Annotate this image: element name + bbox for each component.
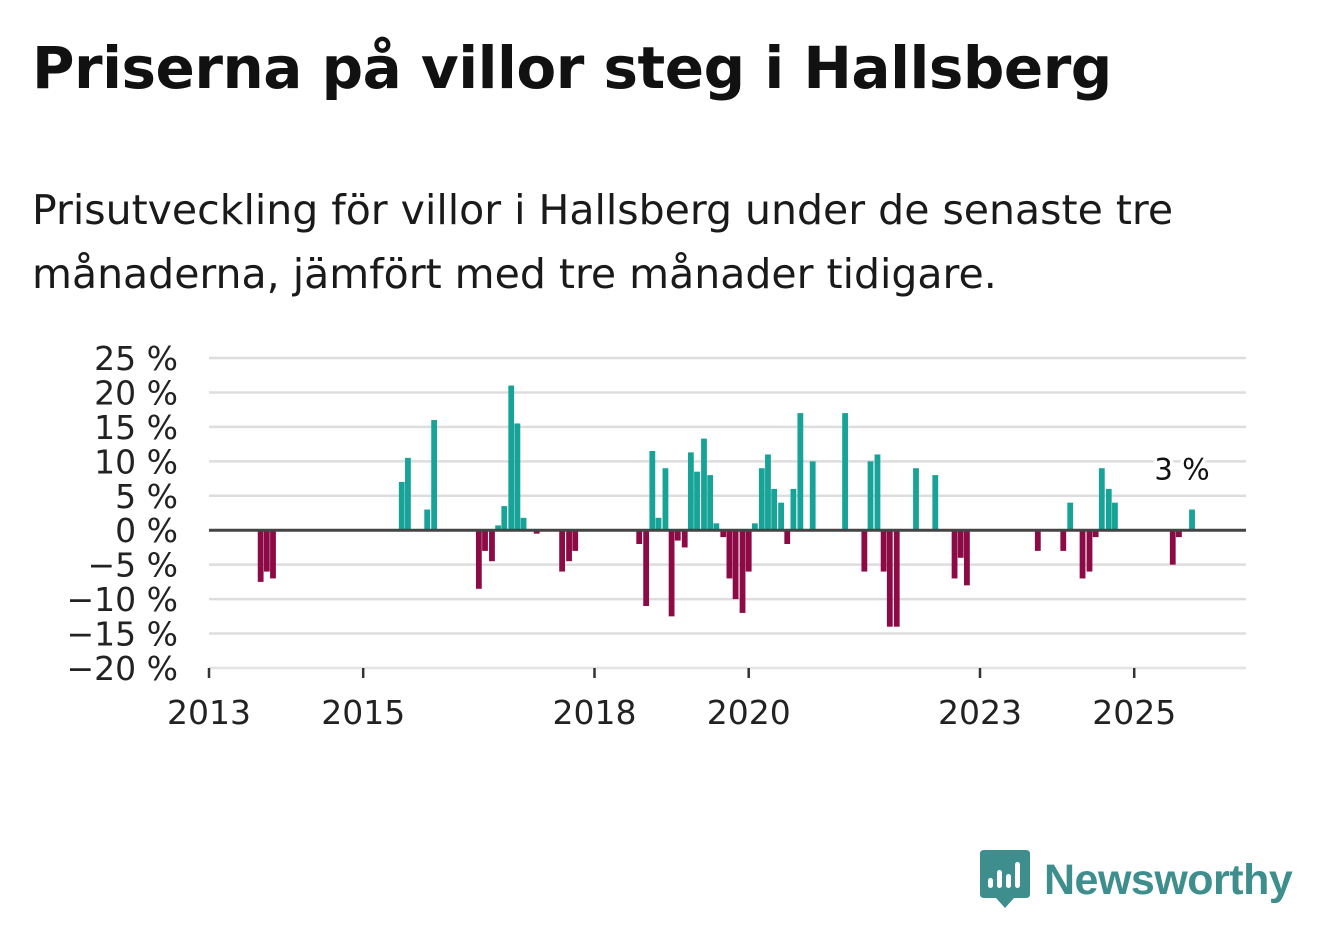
bar xyxy=(707,475,714,531)
y-tick-label: −15 % xyxy=(67,615,179,654)
bar xyxy=(674,530,681,541)
bar xyxy=(520,517,527,531)
bar xyxy=(1079,530,1086,579)
bar xyxy=(431,420,438,531)
bar xyxy=(726,530,733,579)
bar xyxy=(765,454,771,531)
x-tick-label: 2015 xyxy=(321,693,405,732)
y-tick-label: 0 % xyxy=(115,511,178,550)
bar xyxy=(1067,502,1074,531)
bar xyxy=(424,509,431,531)
bar xyxy=(732,530,739,600)
bar xyxy=(893,530,900,627)
bar xyxy=(758,468,765,531)
bar xyxy=(643,530,650,606)
bar xyxy=(1112,502,1118,531)
bar xyxy=(495,525,502,531)
last-value-label: 3 % xyxy=(1154,453,1209,487)
y-tick-label: −20 % xyxy=(67,649,179,688)
bar xyxy=(694,471,700,531)
bar xyxy=(1105,488,1112,531)
bar xyxy=(790,488,797,531)
bar xyxy=(957,530,964,558)
chart-subtitle: Prisutveckling för villor i Hallsberg un… xyxy=(32,186,1174,298)
x-tick-label: 2020 xyxy=(707,693,791,732)
bar xyxy=(636,530,643,544)
bar xyxy=(572,530,579,551)
bar xyxy=(701,438,707,531)
brand-name: Newsworthy xyxy=(1044,855,1293,904)
bar xyxy=(508,385,515,531)
bar xyxy=(662,468,669,531)
brand-logo: Newsworthy xyxy=(980,850,1293,910)
bar xyxy=(398,482,405,531)
bar xyxy=(913,468,919,531)
bar xyxy=(1034,530,1041,551)
y-tick-label: −5 % xyxy=(88,546,179,585)
bar xyxy=(874,454,881,531)
bar xyxy=(963,530,970,586)
bar xyxy=(842,413,848,531)
bar xyxy=(720,530,727,538)
bar xyxy=(1169,530,1176,565)
bar xyxy=(809,461,816,531)
bar xyxy=(932,475,939,531)
bar xyxy=(270,530,276,579)
bar xyxy=(1098,468,1105,531)
chart-title: Priserna på villor steg i Hallsberg xyxy=(32,34,1112,102)
bar xyxy=(263,530,270,572)
bar xyxy=(861,530,868,572)
bar xyxy=(784,530,791,544)
bar-chart: 25 %20 %15 %10 %5 %0 %−5 %−10 %−15 %−20 … xyxy=(67,339,1246,732)
bar xyxy=(482,530,488,551)
bar xyxy=(687,452,694,531)
x-tick-label: 2023 xyxy=(938,693,1022,732)
bar xyxy=(751,523,758,531)
bar xyxy=(797,413,804,531)
bar xyxy=(771,488,778,531)
bar xyxy=(1189,509,1195,531)
bar xyxy=(668,530,675,617)
bar xyxy=(778,502,784,531)
bar xyxy=(533,530,540,534)
bar xyxy=(501,506,508,531)
bar xyxy=(681,530,688,548)
y-tick-label: 5 % xyxy=(115,477,178,516)
y-tick-label: 15 % xyxy=(94,408,178,447)
bar xyxy=(1176,530,1182,538)
x-tick-label: 2025 xyxy=(1092,693,1176,732)
bar xyxy=(257,530,264,582)
x-tick-label: 2018 xyxy=(553,693,637,732)
y-tick-label: 25 % xyxy=(94,339,178,378)
bar xyxy=(739,530,746,613)
y-tick-label: −10 % xyxy=(67,580,179,619)
bar xyxy=(475,530,482,589)
bar xyxy=(886,530,893,627)
bar xyxy=(1086,530,1093,572)
bar xyxy=(1060,530,1067,551)
bar xyxy=(566,530,572,562)
y-tick-label: 10 % xyxy=(94,442,178,481)
newsworthy-logo-icon xyxy=(980,850,1030,908)
bar xyxy=(1092,530,1099,538)
bar xyxy=(489,530,495,562)
bar xyxy=(745,530,752,572)
bar xyxy=(405,457,411,531)
bar xyxy=(655,517,662,531)
y-tick-label: 20 % xyxy=(94,373,178,412)
bar xyxy=(867,461,874,531)
x-tick-label: 2013 xyxy=(167,693,251,732)
bar xyxy=(951,530,958,579)
bar xyxy=(713,523,720,531)
bar xyxy=(514,423,521,531)
bar xyxy=(559,530,566,572)
bar xyxy=(649,451,656,531)
bar xyxy=(880,530,887,572)
